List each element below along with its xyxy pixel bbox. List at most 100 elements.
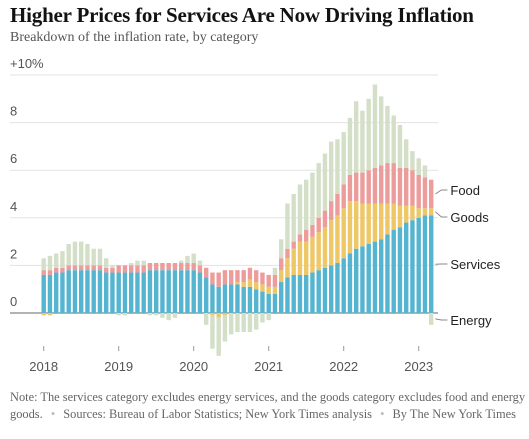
bar-food <box>172 263 178 271</box>
bar-food <box>410 170 415 206</box>
bar-goods <box>391 203 396 230</box>
bar-services <box>316 270 321 313</box>
bar-food <box>154 263 159 271</box>
bar-services <box>66 270 71 313</box>
bar-energy <box>229 313 234 335</box>
y-tick-label: 6 <box>10 151 17 166</box>
bar-food <box>285 248 290 259</box>
bar-energy <box>79 241 84 266</box>
bar-energy <box>179 260 184 264</box>
bar-food <box>366 170 371 204</box>
bar-food <box>260 272 265 285</box>
bar-food <box>47 270 53 275</box>
bar-energy <box>285 203 290 249</box>
bar-services <box>141 272 146 313</box>
y-tick-label: +10% <box>10 56 44 71</box>
bar-energy <box>247 313 253 333</box>
bar-services <box>329 265 334 313</box>
bar-services <box>391 229 396 313</box>
bar-energy <box>422 165 428 178</box>
bar-food <box>204 267 209 278</box>
bar-goods <box>341 208 346 259</box>
bar-services <box>322 267 328 313</box>
bar-food <box>129 265 134 273</box>
bar-services <box>154 270 159 313</box>
bar-services <box>185 270 190 313</box>
bar-food <box>229 270 234 285</box>
bar-energy <box>147 313 153 316</box>
series-labels: Food Goods Services Energy <box>435 183 501 328</box>
bar-goods <box>310 236 315 273</box>
bar-food <box>197 265 203 273</box>
chart-subtitle: Breakdown of the inflation rate, by cate… <box>10 30 259 45</box>
bar-food <box>341 184 346 209</box>
bar-energy <box>354 101 359 173</box>
y-tick-label: 4 <box>10 199 17 214</box>
bar-energy <box>154 313 159 316</box>
bar-energy <box>41 258 46 271</box>
separator-dot: • <box>380 406 385 421</box>
bar-food <box>316 217 321 233</box>
bar-food <box>116 265 121 273</box>
bar-food <box>110 267 115 273</box>
bar-energy <box>291 194 296 242</box>
bar-food <box>391 163 396 204</box>
bar-energy <box>129 263 134 266</box>
bar-food <box>135 265 140 273</box>
bar-services <box>360 246 365 313</box>
bar-food <box>72 265 78 271</box>
bar-food <box>404 167 409 206</box>
bar-goods <box>272 286 278 294</box>
bar-services <box>379 239 384 313</box>
bar-services <box>210 284 215 313</box>
bar-goods <box>235 282 240 285</box>
bar-food <box>310 224 315 237</box>
bar-goods <box>397 205 403 228</box>
bar-goods <box>47 313 53 316</box>
bar-services <box>291 274 296 313</box>
bar-goods <box>372 203 378 242</box>
bar-services <box>241 286 246 313</box>
bar-food <box>191 263 196 271</box>
bar-energy <box>385 105 390 164</box>
bar-services <box>41 274 46 313</box>
bar-services <box>166 270 171 313</box>
bar-food <box>379 165 384 204</box>
x-tick-label: 2020 <box>179 359 208 374</box>
bar-food <box>347 174 353 202</box>
x-tick-label: 2019 <box>104 359 133 374</box>
bar-services <box>147 270 153 313</box>
bar-goods <box>222 313 228 316</box>
bar-energy <box>266 313 271 321</box>
series-label-energy: Energy <box>450 313 492 328</box>
bar-goods <box>216 313 221 318</box>
bar-food <box>104 267 109 273</box>
series-label-food: Food <box>450 183 480 198</box>
bar-services <box>366 243 371 313</box>
bar-energy <box>254 313 259 330</box>
bar-food <box>360 172 365 204</box>
bar-energy <box>191 253 196 264</box>
bar-services <box>72 270 78 313</box>
bar-food <box>385 163 390 204</box>
bar-energy <box>397 124 403 168</box>
y-tick-label: 8 <box>10 104 17 119</box>
bar-energy <box>172 313 178 318</box>
bar-services <box>116 272 121 313</box>
bar-services <box>385 234 390 313</box>
bar-services <box>135 272 140 313</box>
bar-services <box>204 277 209 313</box>
bar-services <box>335 263 340 313</box>
bar-goods <box>354 201 359 249</box>
bar-goods <box>329 220 334 266</box>
bar-energy <box>310 172 315 225</box>
bar-energy <box>60 251 65 268</box>
bar-food <box>241 270 246 283</box>
bar-services <box>197 272 203 313</box>
bar-food <box>297 234 303 242</box>
x-tick-label: 2021 <box>254 359 283 374</box>
bar-services <box>222 284 228 313</box>
bar-goods <box>404 205 409 223</box>
bar-services <box>260 291 265 313</box>
bar-services <box>191 270 196 313</box>
